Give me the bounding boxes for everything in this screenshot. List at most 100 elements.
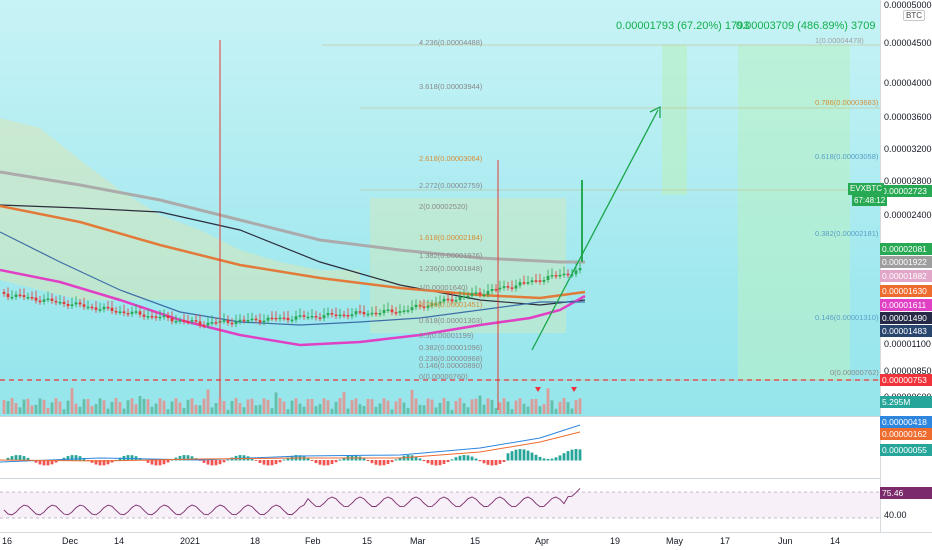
macd-histogram-bar — [182, 455, 186, 461]
volume-bar — [430, 399, 434, 414]
macd-histogram-bar — [118, 457, 122, 461]
volume-bar — [174, 398, 178, 414]
macd-histogram-bar — [338, 459, 342, 461]
volume-bar — [490, 399, 494, 414]
volume-bar — [362, 405, 366, 414]
macd-histogram-bar — [102, 460, 106, 466]
volume-bar — [138, 396, 142, 414]
macd-histogram-bar — [38, 460, 42, 465]
volume-bar — [78, 406, 82, 414]
candle-body — [30, 297, 34, 299]
macd-histogram-bar — [166, 460, 170, 463]
volume-bar — [342, 392, 346, 414]
price-chart-plot[interactable] — [0, 0, 880, 532]
volume-bar — [222, 401, 226, 414]
candle-body — [434, 303, 438, 305]
fib-level-label: 0.236(0.00000968) — [419, 354, 483, 363]
candle-body — [534, 280, 538, 282]
macd-histogram-bar — [6, 457, 10, 461]
volume-bar — [386, 400, 390, 414]
volume-bar — [434, 407, 438, 414]
volume-bar — [258, 404, 262, 414]
volume-bar — [458, 398, 462, 414]
time-tick: May — [666, 536, 684, 546]
candle-body — [318, 317, 322, 320]
volume-bar — [202, 398, 206, 414]
macd-histogram-bar — [498, 460, 502, 464]
macd-histogram-bar — [490, 460, 494, 466]
fib-level-label: 2.618(0.00003064) — [419, 154, 483, 163]
volume-bar — [14, 403, 18, 414]
projection-arrowhead — [649, 105, 661, 118]
macd-histogram-bar — [318, 460, 322, 465]
macd-histogram-bar — [506, 453, 510, 461]
macd-histogram-bar — [474, 458, 478, 461]
pane-divider-macd[interactable] — [0, 416, 932, 417]
fib-level-label: 0.382(0.00002181) — [815, 229, 879, 238]
macd-histogram-bar — [14, 455, 18, 461]
volume-bar — [358, 404, 362, 414]
volume-bar — [230, 401, 234, 414]
candle-body — [354, 311, 358, 315]
volume-bar — [350, 400, 354, 414]
volume-bar — [470, 399, 474, 414]
volume-bar — [262, 398, 266, 414]
sma-200-line — [0, 170, 585, 264]
macd-histogram-bar — [522, 449, 526, 461]
fib-level-label: 0.146(0.00000890) — [419, 361, 483, 370]
macd-histogram-bar — [126, 455, 130, 461]
volume-bar — [570, 408, 574, 414]
macd-histogram-bar — [370, 460, 374, 464]
macd-histogram-bar — [546, 458, 550, 461]
pane-divider-rsi[interactable] — [0, 478, 932, 479]
macd-histogram-bar — [518, 449, 522, 461]
macd-histogram-bar — [454, 457, 458, 461]
volume-bar — [510, 409, 514, 414]
price-label: 0.00001490 — [880, 312, 932, 324]
candle-body — [50, 298, 54, 301]
volume-bar — [418, 404, 422, 414]
fib-level-label: 0.382(0.00001096) — [419, 343, 483, 352]
volume-bar — [34, 404, 38, 414]
fib-level-label: 2.272(0.00002759) — [419, 181, 483, 190]
price-label: 0.00000753 — [880, 374, 932, 386]
volume-bar — [502, 398, 506, 414]
fib-level-label: 0.5(0.00001199) — [419, 331, 474, 340]
price-tick: 0.00002800 — [884, 176, 932, 186]
candle-body — [442, 298, 446, 302]
macd-histogram-bar — [46, 460, 50, 466]
candle-body — [54, 300, 58, 303]
macd-histogram-bar — [322, 460, 326, 466]
candle-body — [338, 314, 342, 317]
time-axis[interactable] — [0, 532, 932, 550]
candle-body — [190, 320, 194, 322]
fib-level-label: 1(0.00001640) — [419, 283, 468, 292]
volume-bar — [166, 409, 170, 414]
macd-histogram-bar — [578, 449, 582, 461]
candle-body — [334, 314, 338, 317]
macd-histogram-bar — [206, 460, 210, 465]
volume-bar — [134, 404, 138, 414]
macd-histogram-bar — [562, 453, 566, 461]
volume-bar — [366, 398, 370, 414]
ema-100-line — [0, 204, 586, 306]
macd-histogram-bar — [366, 460, 370, 462]
volume-bar — [186, 399, 190, 414]
candle-body — [150, 316, 154, 318]
volume-bar — [146, 399, 150, 414]
macd-histogram-bar — [70, 455, 74, 461]
time-tick: Feb — [305, 536, 321, 546]
candle-body — [210, 322, 214, 324]
candle-body — [2, 292, 6, 294]
volume-bar — [278, 398, 282, 414]
candle-body — [26, 297, 30, 299]
candle-body — [290, 319, 294, 322]
volume-bar — [250, 398, 254, 414]
candle-body — [398, 311, 402, 313]
macd-histogram-bar — [282, 459, 286, 461]
volume-bar — [2, 400, 6, 414]
macd-label: 0.00000418 — [880, 416, 932, 428]
macd-histogram-bar — [306, 458, 310, 461]
measure-box-2 — [738, 45, 850, 380]
candle-body — [86, 306, 90, 309]
